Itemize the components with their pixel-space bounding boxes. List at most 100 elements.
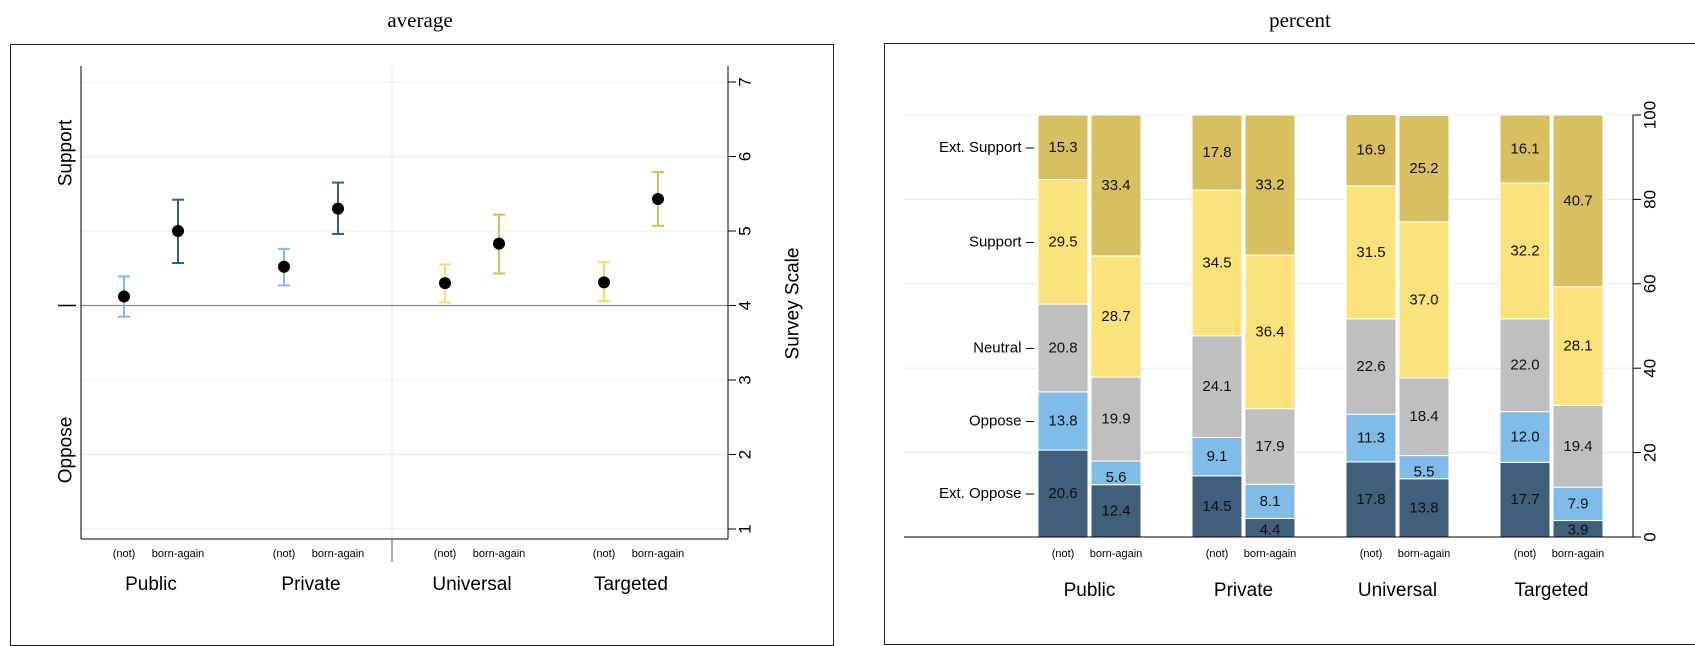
avg-subgroup-label: born-again bbox=[152, 548, 205, 560]
avg-y-tick-label: 3 bbox=[736, 375, 755, 384]
pct-bar-value-label: 11.3 bbox=[1357, 430, 1385, 447]
avg-mean-point bbox=[652, 192, 664, 205]
avg-group-label: Targeted bbox=[594, 574, 668, 595]
pct-bar-value-label: 17.7 bbox=[1510, 491, 1539, 508]
pct-subgroup-label: (not) bbox=[1514, 548, 1537, 560]
pct-bar-value-label: 17.9 bbox=[1255, 438, 1284, 455]
pct-bar-value-label: 29.5 bbox=[1048, 233, 1077, 250]
avg-y-tick-label: 2 bbox=[736, 450, 755, 459]
left-panel-title: average bbox=[387, 8, 453, 32]
avg-subgroup-label: (not) bbox=[113, 548, 136, 560]
pct-bar-segment bbox=[1552, 114, 1604, 288]
pct-y-tick-label: 80 bbox=[1641, 190, 1660, 209]
pct-group-label: Private bbox=[1214, 580, 1273, 601]
avg-y-tick-label: 7 bbox=[736, 77, 755, 86]
avg-mean-point bbox=[118, 290, 130, 303]
pct-bar-segment bbox=[1345, 318, 1397, 415]
pct-bar-segment bbox=[1552, 404, 1604, 488]
pct-category-label: Neutral – bbox=[973, 339, 1035, 356]
pct-bar-value-label: 20.8 bbox=[1048, 339, 1077, 356]
avg-group-label: Private bbox=[281, 574, 340, 595]
left-panel bbox=[10, 44, 834, 646]
pct-bar-segment bbox=[1244, 254, 1296, 410]
pct-bar-value-label: 7.9 bbox=[1568, 495, 1589, 512]
pct-bar-value-label: 28.7 bbox=[1101, 308, 1130, 325]
pct-bar-value-label: 17.8 bbox=[1202, 144, 1231, 161]
pct-bar-segment bbox=[1090, 376, 1142, 462]
pct-bar-segment bbox=[1191, 189, 1243, 337]
pct-bar-value-label: 5.5 bbox=[1414, 463, 1435, 480]
avg-y-tick-label: 6 bbox=[736, 152, 755, 161]
pct-bar-value-label: 22.6 bbox=[1356, 358, 1385, 375]
pct-y-tick-label: 100 bbox=[1641, 101, 1660, 129]
avg-mean-point bbox=[439, 277, 451, 290]
avg-y-axis-label: Survey Scale bbox=[783, 248, 804, 360]
pct-subgroup-label: born-again bbox=[1552, 548, 1605, 560]
avg-y-tick-label: 1 bbox=[736, 524, 755, 533]
avg-y-tick-label: 4 bbox=[736, 301, 755, 310]
pct-bar-segment bbox=[1037, 303, 1089, 393]
pct-y-tick-label: 0 bbox=[1641, 532, 1660, 541]
avg-subgroup-label: (not) bbox=[273, 548, 296, 560]
pct-bar-segment bbox=[1037, 114, 1089, 181]
pct-y-tick-label: 20 bbox=[1641, 443, 1660, 462]
pct-bar-value-label: 3.9 bbox=[1568, 522, 1589, 539]
avg-subgroup-label: born-again bbox=[632, 548, 685, 560]
avg-mean-point bbox=[278, 260, 290, 273]
pct-bar-value-label: 19.9 bbox=[1101, 411, 1130, 428]
pct-bar-value-label: 34.5 bbox=[1202, 254, 1231, 271]
avg-oppose-label: Oppose bbox=[56, 417, 77, 484]
pct-bar-value-label: 31.5 bbox=[1356, 244, 1385, 261]
pct-bar-value-label: 16.9 bbox=[1356, 142, 1385, 159]
pct-bar-segment bbox=[1191, 114, 1243, 191]
pct-bar-value-label: 4.4 bbox=[1260, 522, 1281, 539]
pct-bar-value-label: 14.5 bbox=[1202, 498, 1231, 515]
pct-bar-segment bbox=[1552, 286, 1604, 406]
pct-bar-segment bbox=[1499, 182, 1551, 320]
pct-category-label: Ext. Oppose – bbox=[939, 485, 1035, 502]
pct-bar-segment bbox=[1037, 179, 1089, 305]
avg-group-label: Universal bbox=[432, 574, 511, 595]
pct-bar-value-label: 19.4 bbox=[1563, 438, 1592, 455]
pct-bar-value-label: 33.2 bbox=[1255, 177, 1284, 194]
pct-bar-value-label: 28.1 bbox=[1563, 338, 1592, 355]
pct-subgroup-label: (not) bbox=[1206, 548, 1229, 560]
pct-bar-value-label: 36.4 bbox=[1255, 323, 1284, 340]
avg-support-label: Support bbox=[56, 119, 77, 186]
pct-bar-segment bbox=[1037, 391, 1089, 451]
pct-bar-segment bbox=[1244, 408, 1296, 485]
pct-bar-value-label: 17.8 bbox=[1356, 491, 1385, 508]
pct-subgroup-label: born-again bbox=[1090, 548, 1143, 560]
pct-bar-value-label: 15.3 bbox=[1048, 139, 1077, 156]
pct-bar-segment bbox=[1499, 114, 1551, 184]
right-panel-title: percent bbox=[1269, 8, 1331, 32]
pct-bar-segment bbox=[1037, 449, 1089, 538]
pct-subgroup-label: born-again bbox=[1398, 548, 1451, 560]
pct-bar-segment bbox=[1398, 114, 1450, 223]
avg-mean-point bbox=[493, 237, 505, 250]
pct-bar-value-label: 24.1 bbox=[1202, 378, 1231, 395]
pct-bar-value-label: 20.6 bbox=[1048, 485, 1077, 502]
pct-bar-segment bbox=[1345, 114, 1397, 187]
avg-mean-point bbox=[598, 276, 610, 289]
pct-bar-segment bbox=[1345, 185, 1397, 320]
pct-bar-value-label: 9.1 bbox=[1207, 448, 1228, 465]
pct-subgroup-label: born-again bbox=[1244, 548, 1297, 560]
avg-subgroup-label: (not) bbox=[434, 548, 457, 560]
pct-bar-value-label: 33.4 bbox=[1101, 177, 1130, 194]
pct-category-label: Oppose – bbox=[969, 412, 1035, 429]
pct-bar-segment bbox=[1552, 486, 1604, 522]
pct-bar-value-label: 40.7 bbox=[1563, 192, 1592, 209]
pct-group-label: Public bbox=[1064, 580, 1116, 601]
avg-subgroup-label: born-again bbox=[473, 548, 526, 560]
pct-bar-value-label: 13.8 bbox=[1409, 499, 1438, 516]
pct-group-label: Targeted bbox=[1515, 580, 1589, 601]
avg-group-label: Public bbox=[125, 574, 177, 595]
pct-bar-segment bbox=[1398, 221, 1450, 379]
pct-bar-segment bbox=[1345, 413, 1397, 463]
pct-bar-value-label: 25.2 bbox=[1409, 160, 1438, 177]
avg-subgroup-label: born-again bbox=[312, 548, 365, 560]
pct-y-tick-label: 40 bbox=[1641, 359, 1660, 378]
pct-category-label: Support – bbox=[969, 233, 1035, 250]
